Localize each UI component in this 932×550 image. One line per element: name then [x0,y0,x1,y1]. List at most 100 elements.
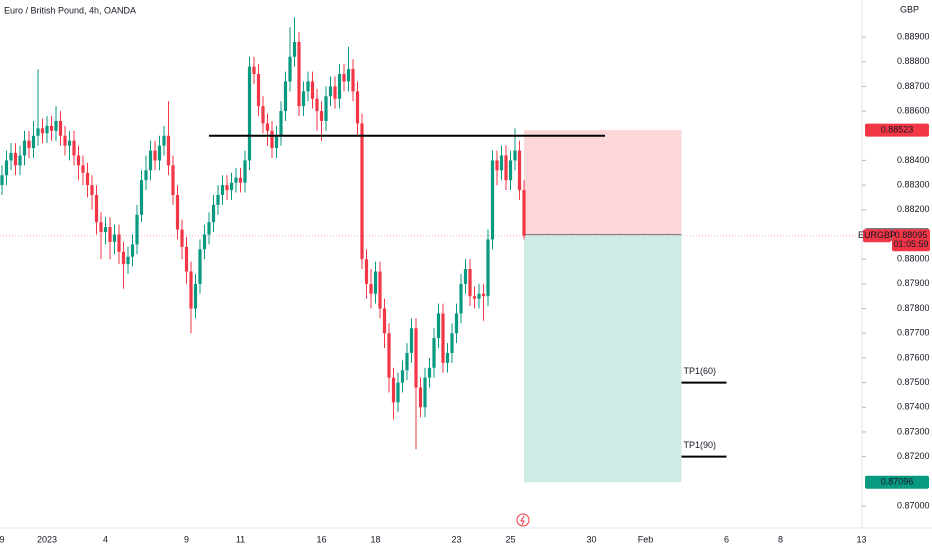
candle-body [306,81,310,92]
candle-body [333,86,337,99]
candle-body [490,160,495,240]
candle-body [477,293,481,299]
x-tick-label: 4 [103,534,108,544]
candle-body [297,41,301,107]
candle-body [94,194,99,223]
candle-body [247,66,252,161]
stop-zone [524,130,682,235]
candle-body [175,194,180,230]
y-tick-label: 0.87500 [897,377,930,387]
tp-label: TP1(60) [684,366,717,376]
y-tick-label: 0.88300 [897,179,930,189]
candle-body [72,140,76,156]
candle-body [189,271,193,309]
target-zone [524,234,682,483]
candle-body [418,387,423,408]
candle-body [499,155,504,171]
candle-body [504,155,508,181]
candle-body [508,160,513,181]
y-tick-label: 0.88900 [897,31,930,41]
candle-body [364,259,369,284]
last-price-tag: 0.88095 [895,230,928,240]
y-tick-label: 0.87200 [897,451,930,461]
candle-body [486,239,490,297]
candle-body [4,160,9,176]
candle-body [9,153,13,161]
candle-body [495,160,499,171]
candle-body [274,135,279,149]
candle-body [450,333,454,353]
candle-body [513,150,517,161]
candle-body [180,229,184,247]
countdown: 01:05:59 [893,239,928,249]
chart-title: Euro / British Pound, 4h, OANDA [4,5,136,15]
y-tick-label: 0.88600 [897,105,930,115]
candle-body [22,140,27,156]
candle-body [130,244,135,257]
candle-body [85,172,90,186]
candle-body [279,111,283,136]
candle-body [454,313,459,334]
candle-body [139,180,144,215]
candle-body [157,145,162,161]
candle-body [238,177,243,183]
candle-body [459,283,463,314]
x-tick-label: 16 [316,534,326,544]
candle-body [517,150,522,191]
candle-body [207,222,211,235]
candle-body [342,74,346,82]
candle-body [184,246,189,272]
candle-body [18,155,22,166]
candle-body [54,120,58,131]
y-tick-label: 0.88000 [897,254,930,264]
candle-body [468,269,472,297]
candle-body [63,135,67,146]
y-tick-label: 0.87300 [897,426,930,436]
candle-body [423,377,427,408]
symbol-tag: EURGBP [858,230,896,240]
candle-body [441,313,445,363]
candle-body [283,81,288,112]
candle-body [432,338,436,368]
candle-body [162,135,166,146]
symbol-tag-bg [863,229,891,243]
candle-body [135,214,139,245]
candle-body [337,74,342,99]
candle-body [346,69,351,82]
last-price-tag-bg [892,229,930,252]
candle-body [198,249,202,284]
candle-body [360,123,364,260]
candle-body [328,86,333,97]
candle-body [288,56,292,82]
currency-label: GBP [900,4,919,14]
candle-body [81,165,85,173]
candle-body [387,333,391,378]
x-tick-label: 25 [505,534,515,544]
candle-body [121,251,126,265]
x-tick-label: 30 [586,534,596,544]
candle-body [153,150,157,161]
candle-body [472,296,477,299]
candle-body [126,256,130,265]
candle-body [270,130,274,149]
candle-body [315,98,319,112]
tp-label: TP1(90) [684,440,717,450]
candle-body [351,69,355,92]
candle-body [292,41,297,57]
candle-body [436,313,441,339]
candle-body [369,283,373,294]
target-price-tag: 0.87096 [881,477,914,487]
candle-body [76,155,81,166]
event-icon [516,513,530,527]
candle-body [171,165,175,195]
candle-body [355,91,360,124]
candle-body [103,227,108,233]
candle-body [58,120,63,136]
candle-body [256,74,261,107]
candle-body [67,140,72,146]
candle-body [463,269,468,284]
x-tick-label: 23 [451,534,461,544]
x-tick-label: Feb [638,534,654,544]
candle-body [193,283,198,309]
y-tick-label: 0.88700 [897,81,930,91]
